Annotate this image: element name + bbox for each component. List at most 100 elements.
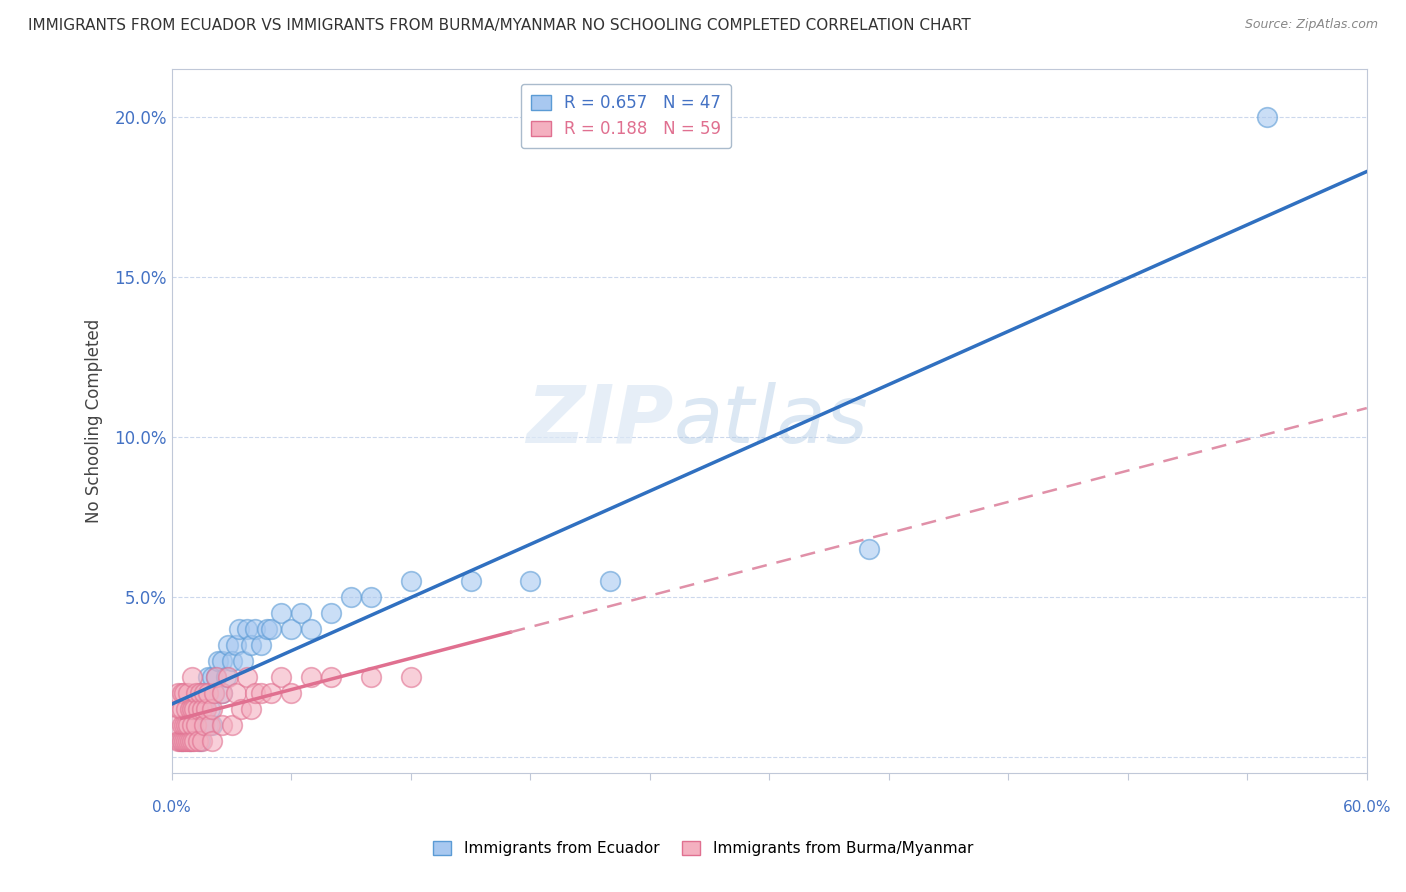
Text: ZIP: ZIP — [526, 382, 673, 459]
Point — [228, 622, 250, 636]
Point — [180, 701, 202, 715]
Point — [250, 686, 273, 700]
Point — [201, 701, 224, 715]
Point — [169, 701, 191, 715]
Point — [198, 717, 221, 731]
Point — [173, 733, 195, 747]
Point — [170, 686, 193, 700]
Point — [204, 670, 226, 684]
Point — [174, 717, 197, 731]
Point — [270, 606, 292, 620]
Point — [280, 622, 302, 636]
Point — [169, 733, 191, 747]
Point — [177, 686, 200, 700]
Point — [399, 574, 422, 588]
Point — [1256, 110, 1278, 124]
Point — [221, 654, 243, 668]
Point — [211, 654, 233, 668]
Point — [236, 670, 259, 684]
Point — [245, 622, 267, 636]
Point — [260, 622, 283, 636]
Point — [211, 686, 233, 700]
Text: 0.0%: 0.0% — [152, 799, 191, 814]
Text: 60.0%: 60.0% — [1343, 799, 1391, 814]
Point — [179, 733, 201, 747]
Point — [184, 717, 207, 731]
Point — [399, 670, 422, 684]
Point — [183, 733, 205, 747]
Point — [201, 733, 224, 747]
Point — [240, 701, 263, 715]
Point — [173, 717, 195, 731]
Point — [236, 622, 259, 636]
Point — [250, 638, 273, 652]
Point — [188, 733, 211, 747]
Point — [319, 606, 342, 620]
Point — [245, 686, 267, 700]
Point — [519, 574, 541, 588]
Point — [360, 670, 382, 684]
Point — [170, 733, 193, 747]
Point — [177, 717, 200, 731]
Point — [201, 717, 224, 731]
Point — [193, 717, 215, 731]
Point — [165, 717, 187, 731]
Point — [188, 686, 211, 700]
Point — [290, 606, 312, 620]
Point — [319, 670, 342, 684]
Point — [187, 733, 209, 747]
Point — [214, 670, 236, 684]
Point — [256, 622, 278, 636]
Point — [211, 686, 233, 700]
Point — [217, 638, 239, 652]
Y-axis label: No Schooling Completed: No Schooling Completed — [86, 318, 103, 523]
Point — [173, 686, 195, 700]
Point — [193, 701, 215, 715]
Point — [179, 733, 201, 747]
Point — [232, 654, 254, 668]
Point — [224, 686, 246, 700]
Point — [360, 590, 382, 604]
Point — [180, 670, 202, 684]
Point — [599, 574, 621, 588]
Point — [170, 733, 193, 747]
Point — [180, 717, 202, 731]
Point — [190, 733, 212, 747]
Point — [211, 717, 233, 731]
Point — [207, 654, 229, 668]
Point — [240, 638, 263, 652]
Legend: Immigrants from Ecuador, Immigrants from Burma/Myanmar: Immigrants from Ecuador, Immigrants from… — [427, 835, 979, 862]
Legend: R = 0.657   N = 47, R = 0.188   N = 59: R = 0.657 N = 47, R = 0.188 N = 59 — [520, 84, 731, 148]
Point — [184, 717, 207, 731]
Text: IMMIGRANTS FROM ECUADOR VS IMMIGRANTS FROM BURMA/MYANMAR NO SCHOOLING COMPLETED : IMMIGRANTS FROM ECUADOR VS IMMIGRANTS FR… — [28, 18, 972, 33]
Point — [197, 686, 219, 700]
Point — [221, 717, 243, 731]
Point — [299, 670, 322, 684]
Point — [204, 670, 226, 684]
Point — [217, 670, 239, 684]
Point — [197, 670, 219, 684]
Point — [187, 701, 209, 715]
Point — [260, 686, 283, 700]
Point — [270, 670, 292, 684]
Point — [194, 686, 217, 700]
Point — [202, 686, 225, 700]
Point — [187, 701, 209, 715]
Point — [190, 717, 212, 731]
Point — [190, 701, 212, 715]
Point — [299, 622, 322, 636]
Point — [183, 701, 205, 715]
Point — [193, 686, 215, 700]
Point — [166, 733, 188, 747]
Point — [180, 701, 202, 715]
Point — [166, 686, 188, 700]
Point — [180, 717, 202, 731]
Point — [194, 701, 217, 715]
Point — [340, 590, 363, 604]
Point — [224, 638, 246, 652]
Point — [177, 717, 200, 731]
Point — [179, 701, 201, 715]
Point — [280, 686, 302, 700]
Point — [202, 686, 225, 700]
Point — [198, 701, 221, 715]
